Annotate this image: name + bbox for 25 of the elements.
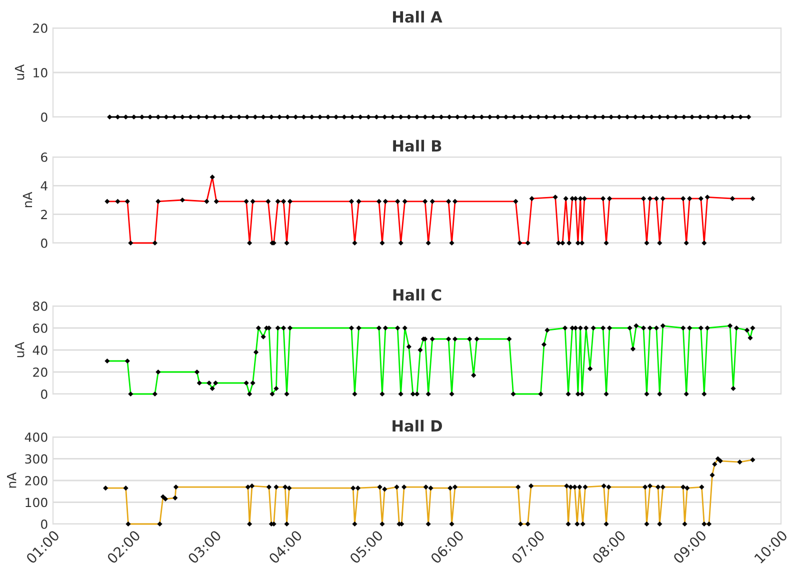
y-tick-label: 10 [34,68,48,78]
y-tick-label: 200 [25,476,48,486]
y-tick-label: 2 [41,210,47,220]
chart-title: Hall D [392,420,442,432]
y-axis-title: uA [14,64,24,80]
chart-title: Hall C [393,288,442,301]
y-axis-title: nA [22,192,32,208]
y-tick-label: 0 [41,238,48,248]
y-tick-label: 20 [33,23,48,33]
y-tick-label: 60 [33,323,48,333]
y-tick-label: 0 [41,112,48,122]
y-tick-label: 100 [26,498,48,508]
y-tick-label: 0 [41,389,48,399]
y-tick-label: 300 [25,454,48,464]
y-tick-label: 6 [41,152,48,162]
y-tick-label: 0 [41,519,48,529]
y-tick-label: 80 [33,301,48,311]
chart-title: Hall A [393,10,442,23]
y-tick-label: 40 [32,345,48,355]
y-tick-label: 4 [40,181,48,190]
y-axis-title: nA [7,472,16,488]
y-tick-label: 20 [33,367,48,377]
y-tick-label: 400 [24,432,48,442]
y-axis-title: uA [14,342,24,358]
chart-title: Hall B [393,140,442,152]
